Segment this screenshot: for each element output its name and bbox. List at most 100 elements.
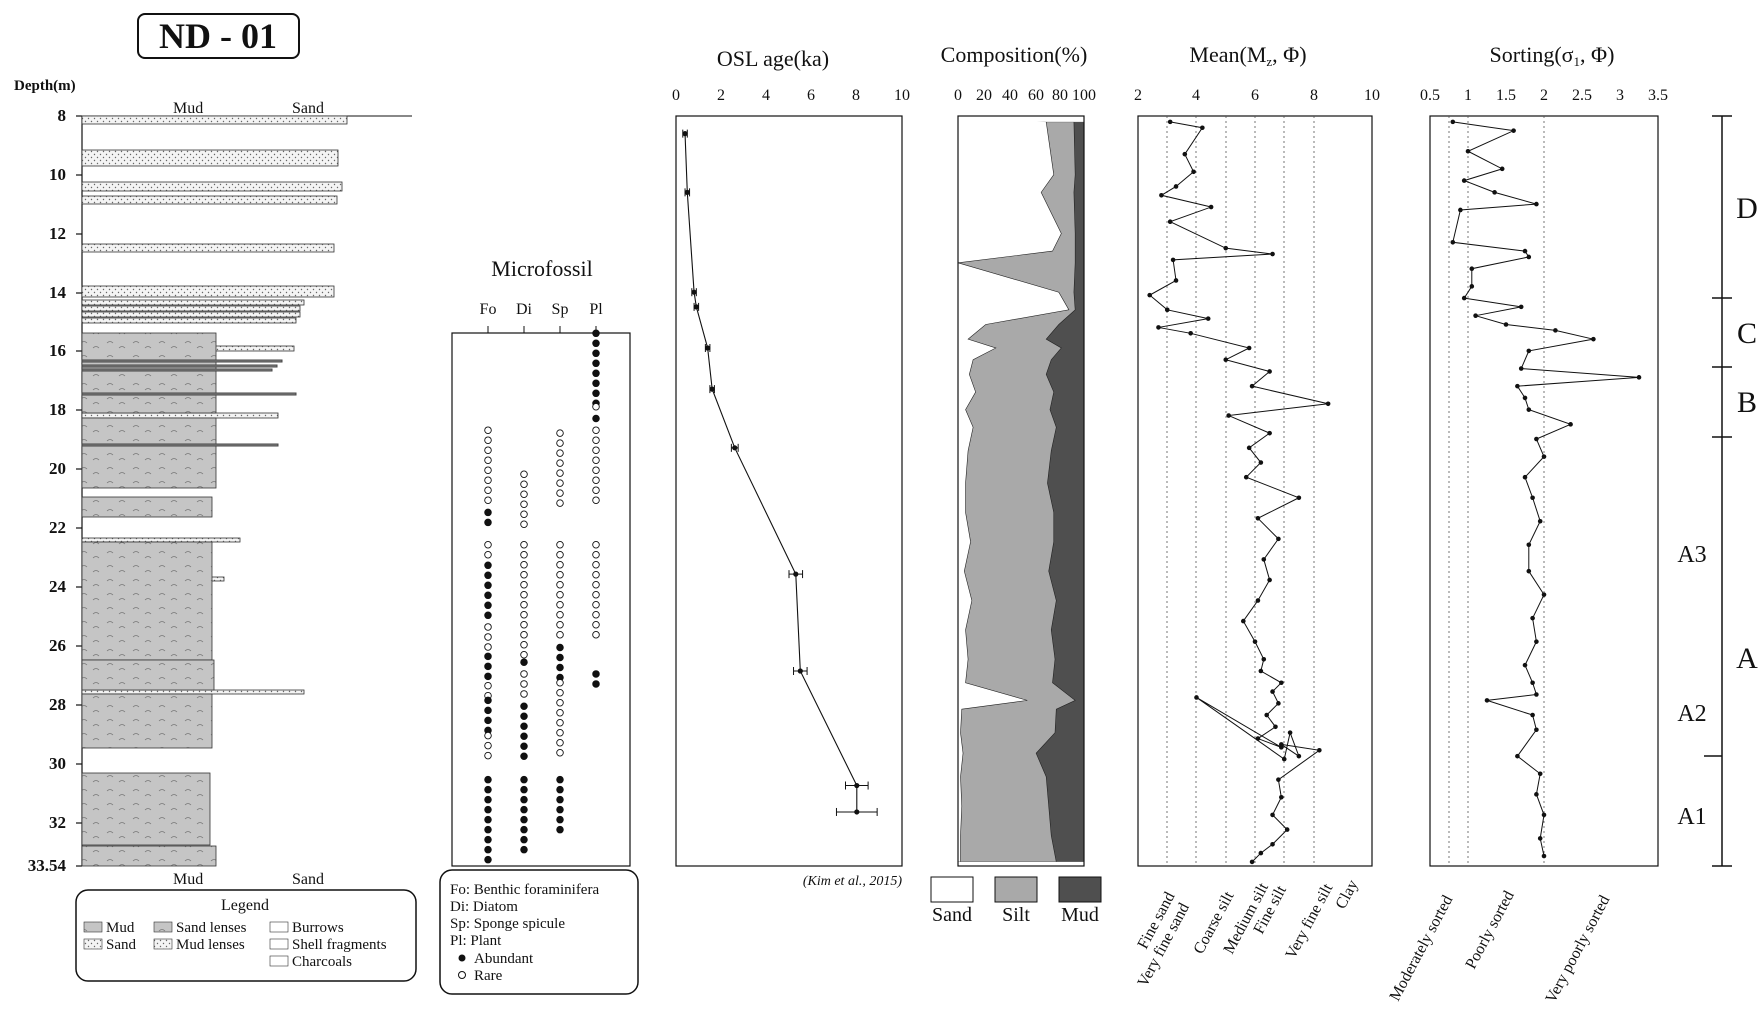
sorting-class-moderately-sorted: Moderately sorted <box>1387 893 1457 1004</box>
composition-tick-label: 60 <box>1028 87 1044 104</box>
sorting-point <box>1541 592 1547 597</box>
mean-point <box>1246 445 1252 451</box>
sorting-point <box>1534 692 1539 697</box>
sorting-point <box>1450 119 1456 125</box>
abundant-marker <box>484 855 492 864</box>
mean-point <box>1267 577 1272 583</box>
sorting-title: Sorting(σ1, Φ) <box>1490 42 1615 69</box>
sorting-point <box>1450 239 1456 245</box>
rare-marker <box>484 623 492 631</box>
microfossil-legend-di: Di: Diatom <box>450 899 518 915</box>
microfossil-panel: Microfossil Fo Di Sp Pl Fo: Benthic fora… <box>439 256 639 995</box>
legend-item-charcoals: Charcoals <box>292 954 352 970</box>
rare-marker <box>592 590 600 599</box>
abundant-marker <box>484 591 492 600</box>
rare-marker-icon <box>458 971 466 979</box>
mean-point <box>1188 331 1193 336</box>
sorting-point <box>1484 698 1490 703</box>
composition-legend-silt: Silt <box>1002 904 1030 926</box>
microfossil-legend-pl: Pl: Plant <box>450 933 502 949</box>
mean-point <box>1287 730 1293 735</box>
rare-marker <box>556 739 564 747</box>
mean-point <box>1159 192 1164 198</box>
mean-point <box>1279 742 1284 747</box>
log-scale-mud-bottom: Mud <box>173 871 203 888</box>
rare-marker <box>556 600 564 609</box>
mean-class-very-fine-silt: Very fine silt <box>1283 880 1337 961</box>
rare-marker <box>484 476 492 484</box>
mean-point <box>1270 841 1275 847</box>
mean-point <box>1261 557 1267 562</box>
sorting-series <box>1450 119 1642 859</box>
mean-point <box>1276 536 1281 542</box>
mean-class-clay: Clay <box>1333 877 1362 912</box>
abundant-marker <box>556 663 564 672</box>
sorting-class-very-poorly-sorted: Very poorly sorted <box>1543 893 1614 1006</box>
mean-point <box>1255 736 1261 741</box>
sorting-point <box>1526 407 1532 412</box>
composition-tick-label: 100 <box>1072 87 1096 104</box>
sorting-point <box>1541 812 1547 818</box>
abundant-marker <box>484 561 492 570</box>
shell-fragment-icon <box>269 938 289 950</box>
sorting-point <box>1530 615 1535 621</box>
rare-marker <box>520 480 528 489</box>
core-title-box: ND - 01 <box>137 13 300 59</box>
sorting-point <box>1503 322 1509 327</box>
unit-d-label: D <box>1736 192 1758 225</box>
osl-point <box>693 304 699 310</box>
depth-tick-label: 32 <box>49 813 66 832</box>
log-scale-mud-top: Mud <box>173 100 203 117</box>
abundant-marker <box>484 775 492 784</box>
abundant-marker <box>484 805 492 814</box>
rare-marker <box>484 446 492 454</box>
abundant-marker <box>484 508 492 517</box>
mean-point <box>1226 413 1231 418</box>
mean-point <box>1241 618 1246 624</box>
composition-tick-label: 40 <box>1002 87 1018 104</box>
mean-point <box>1249 859 1255 865</box>
lithology-legend: Legend Mud Sand Sand lenses Mud lenses B… <box>75 889 417 982</box>
rare-marker <box>556 590 564 599</box>
abundant-marker <box>556 795 564 804</box>
abundant-marker <box>520 752 528 761</box>
mean-point <box>1252 639 1258 644</box>
abundant-marker <box>484 845 492 854</box>
abundant-marker <box>520 835 528 844</box>
mean-point <box>1258 668 1264 674</box>
rare-marker <box>520 600 528 609</box>
abundant-marker <box>556 775 564 784</box>
abundant-marker <box>592 389 600 398</box>
mean-tick-label: 10 <box>1364 87 1380 104</box>
mean-tick-label: 4 <box>1192 87 1200 104</box>
rare-marker <box>556 540 564 549</box>
rare-marker <box>484 496 492 504</box>
rare-marker <box>520 500 528 509</box>
osl-tick-label: 6 <box>807 87 815 104</box>
abundant-marker <box>520 742 528 751</box>
rare-marker <box>556 469 564 477</box>
rare-marker <box>520 610 528 619</box>
abundant-marker <box>556 815 564 824</box>
rare-marker <box>484 633 492 641</box>
depth-tick-labels: 8 10 12 14 16 18 20 22 24 26 28 30 32 33… <box>28 106 67 875</box>
rare-marker <box>592 540 600 549</box>
rare-marker <box>520 570 528 579</box>
sorting-point <box>1636 375 1642 380</box>
unit-a-label: A <box>1736 642 1758 675</box>
log-scale-sand-bottom: Sand <box>292 871 324 888</box>
silt-swatch <box>994 876 1038 903</box>
composition-legend-sand: Sand <box>932 904 972 926</box>
microfossil-col-pl: Pl <box>589 301 603 318</box>
composition-areas <box>957 115 1084 866</box>
microfossil-col-sp: Sp <box>552 301 569 318</box>
mean-point <box>1279 680 1284 686</box>
mean-point <box>1296 495 1302 501</box>
abundant-marker <box>484 795 492 804</box>
sorting-point <box>1541 454 1547 459</box>
abundant-marker <box>484 716 492 725</box>
abundant-marker <box>484 581 492 590</box>
mean-point <box>1317 747 1322 753</box>
composition-title: Composition(%) <box>941 42 1088 67</box>
rare-marker <box>520 490 528 499</box>
